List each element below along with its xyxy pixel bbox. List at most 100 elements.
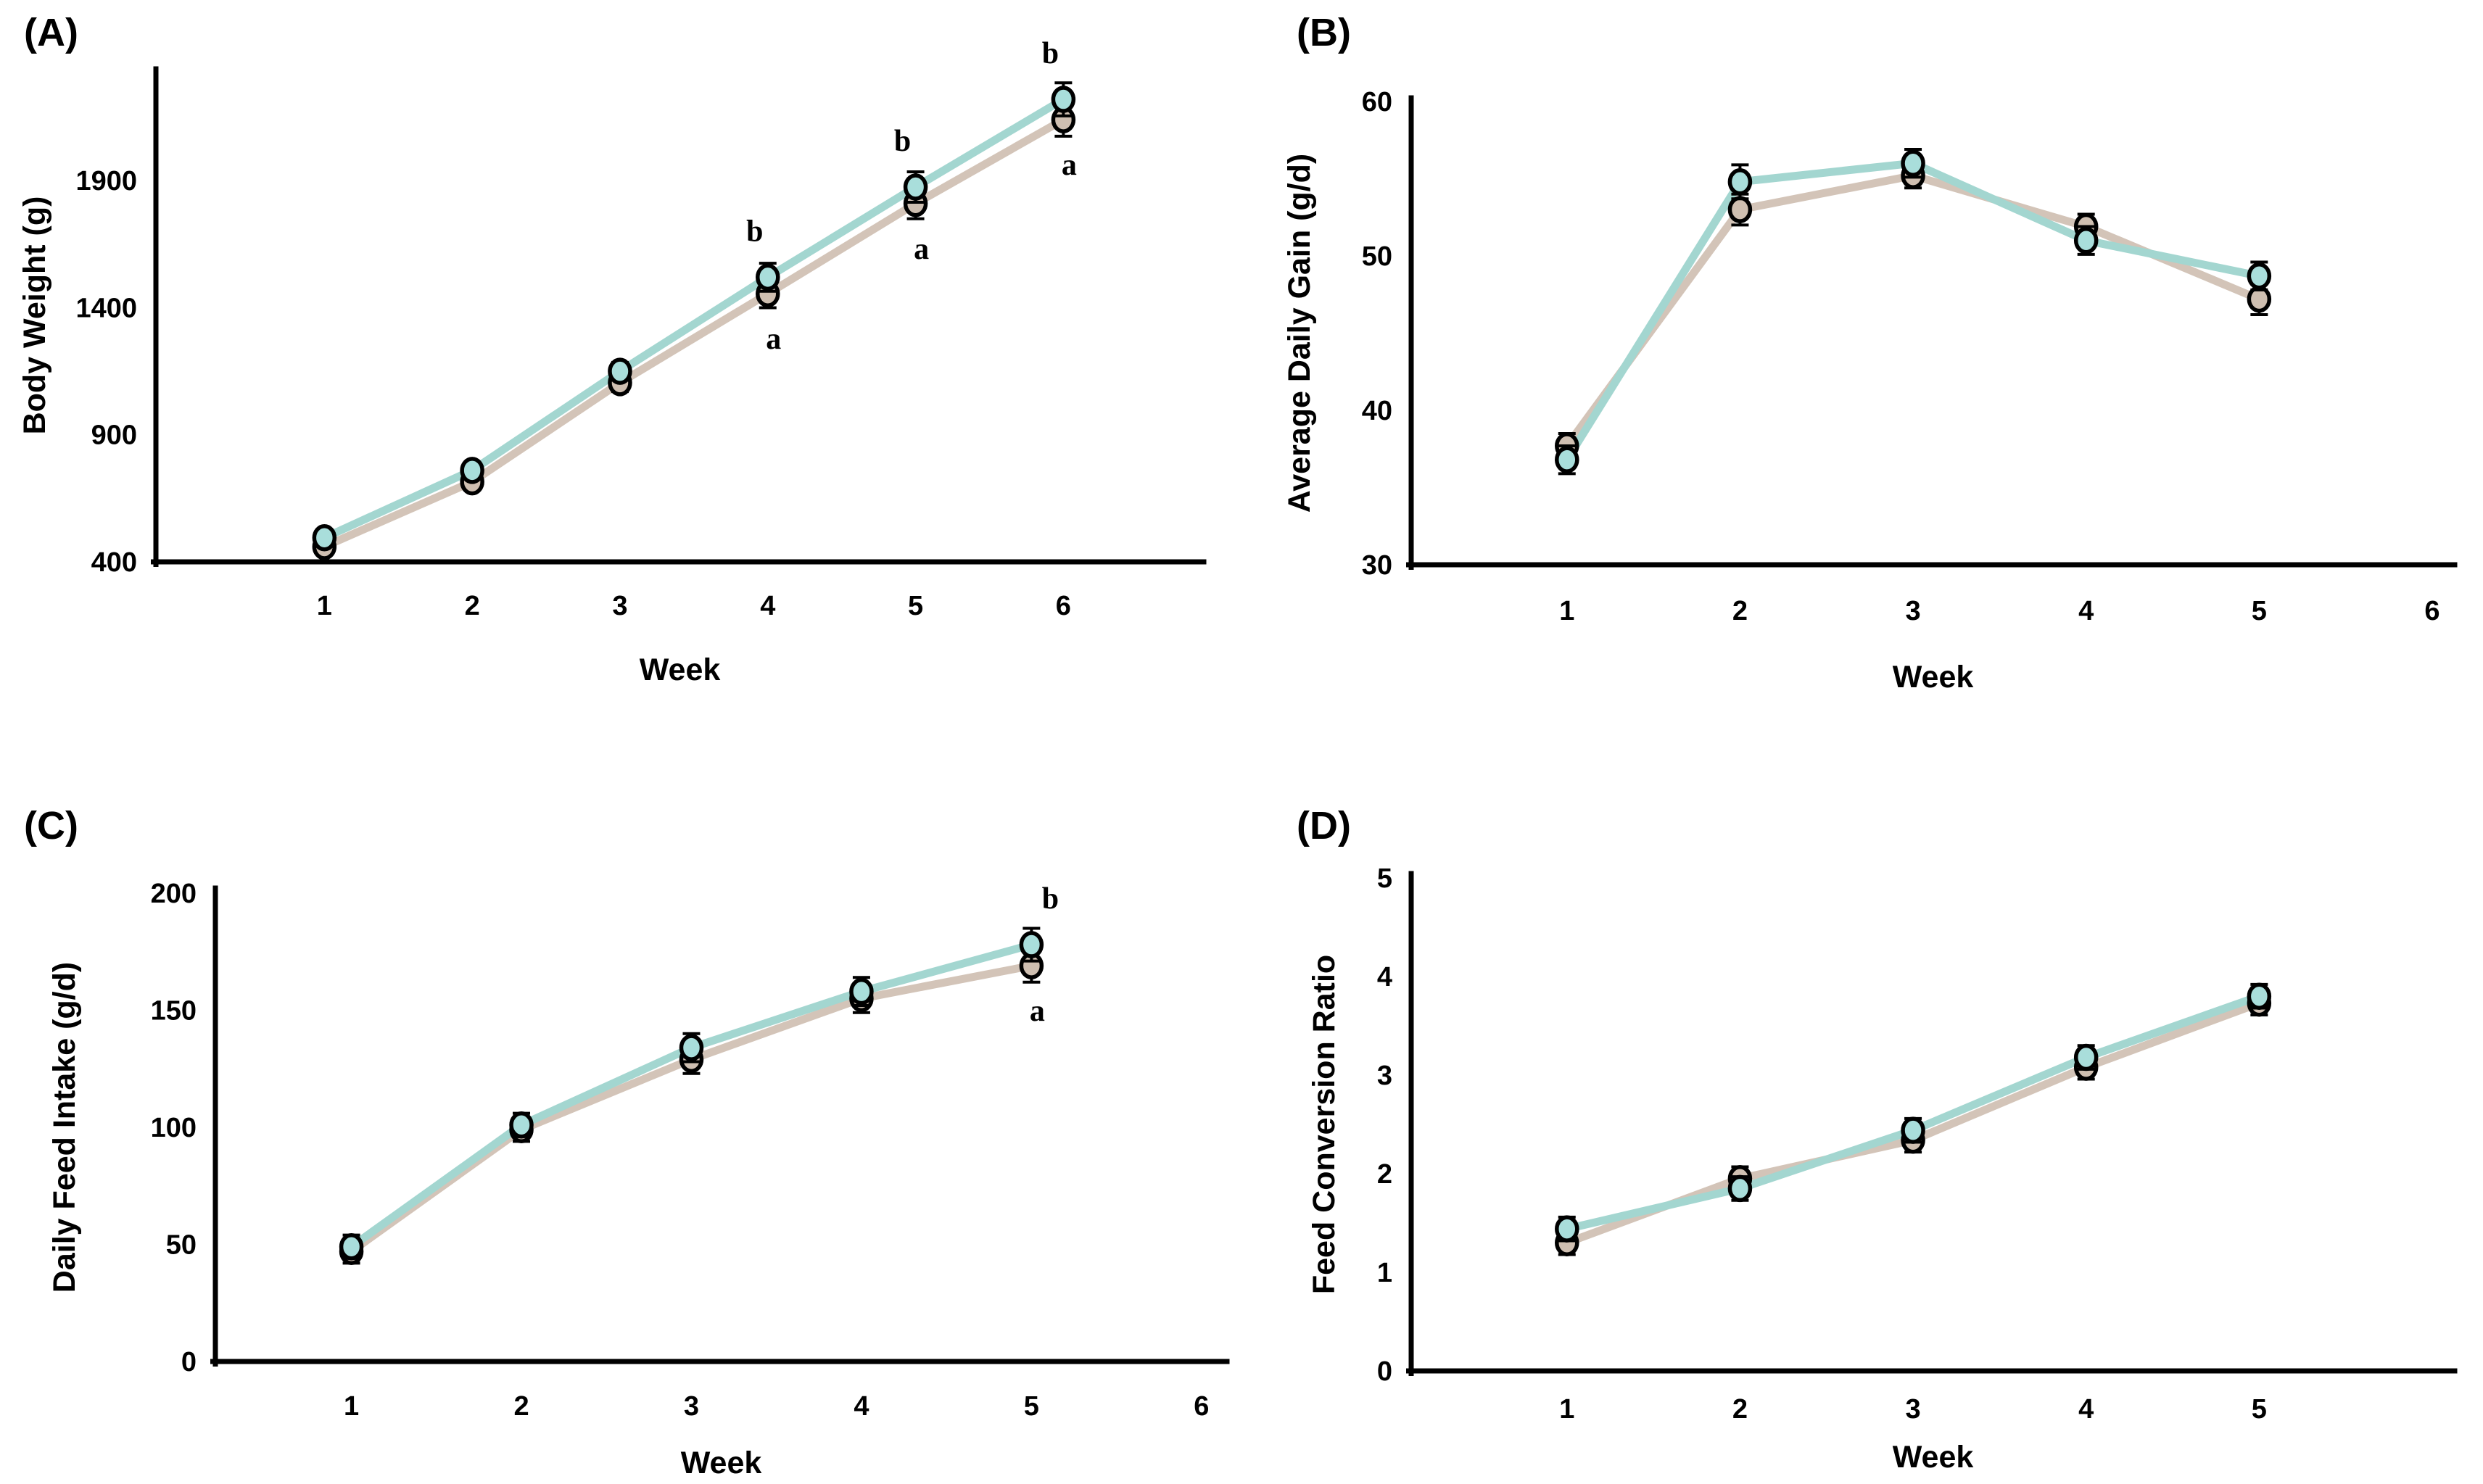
data-point-marker bbox=[509, 1111, 534, 1139]
y-tick-label: 50 bbox=[166, 1230, 197, 1261]
y-tick-label: 150 bbox=[151, 996, 197, 1027]
y-axis-title: Average Daily Gain (g/d) bbox=[1282, 154, 1317, 513]
x-tick-label: 3 bbox=[684, 1391, 699, 1422]
y-axis-title: Body Weight (g) bbox=[17, 196, 52, 435]
y-tick-label: 60 bbox=[1362, 87, 1392, 117]
series-line-teal bbox=[347, 940, 1036, 1251]
data-point-marker bbox=[1901, 149, 1925, 177]
data-point-marker bbox=[1555, 446, 1579, 473]
y-tick-label: 0 bbox=[181, 1347, 197, 1377]
y-tick-label: 100 bbox=[151, 1113, 197, 1143]
y-tick-label: 1900 bbox=[75, 166, 137, 196]
x-axis-title: Week bbox=[1893, 660, 1974, 695]
significance-letter: b bbox=[1042, 882, 1059, 916]
panel-label-d: (D) bbox=[1297, 804, 1351, 847]
x-tick-label: 1 bbox=[344, 1391, 359, 1422]
x-tick-label: 4 bbox=[2078, 596, 2094, 626]
data-point-marker bbox=[756, 263, 780, 291]
x-tick-label: 1 bbox=[317, 591, 332, 621]
x-axis-title: Week bbox=[1893, 1440, 1974, 1475]
y-tick-label: 400 bbox=[91, 547, 137, 578]
data-point-marker bbox=[1555, 1215, 1579, 1243]
data-point-marker bbox=[1727, 168, 1753, 196]
data-point-marker bbox=[2073, 1043, 2099, 1071]
chart-panel-D: 0 1 2 3 4 5 1 2 3 4 5 Week Feed Conversion Ratio bbox=[1307, 863, 2458, 1475]
x-tick-label: 4 bbox=[2078, 1394, 2094, 1425]
series-line-tan bbox=[1563, 171, 2263, 450]
data-point-marker bbox=[339, 1232, 364, 1261]
chart-panel-A: 400 900 1400 1900 1 2 3 4 5 6 Week Body Weight (g) a… bbox=[17, 37, 1207, 687]
y-tick-label: 50 bbox=[1362, 241, 1392, 272]
significance-letter: a bbox=[766, 323, 781, 356]
x-tick-label: 3 bbox=[1905, 596, 1920, 626]
x-tick-label: 2 bbox=[465, 591, 480, 621]
x-tick-label: 4 bbox=[760, 591, 775, 621]
y-tick-label: 2 bbox=[1377, 1159, 1392, 1190]
x-tick-label: 5 bbox=[2252, 1394, 2267, 1425]
panel-label-c: (C) bbox=[24, 804, 78, 847]
series-points-tan: a bbox=[339, 948, 1045, 1265]
x-tick-label: 2 bbox=[513, 1391, 529, 1422]
series-points-teal: b b b bbox=[312, 37, 1076, 552]
y-tick-label: 40 bbox=[1362, 396, 1392, 426]
data-point-marker bbox=[2247, 262, 2272, 290]
y-tick-label: 30 bbox=[1362, 550, 1392, 581]
significance-letter: b bbox=[1042, 37, 1059, 70]
series-points-teal bbox=[1555, 148, 2272, 476]
x-tick-label: 6 bbox=[1056, 591, 1071, 621]
x-tick-label: 1 bbox=[1559, 1394, 1574, 1425]
y-tick-label: 5 bbox=[1377, 863, 1392, 894]
series-line-teal bbox=[320, 95, 1067, 542]
series-line-tan bbox=[320, 115, 1067, 551]
x-tick-label: 2 bbox=[1732, 596, 1748, 626]
series-points-teal bbox=[1555, 982, 2272, 1243]
significance-letter: a bbox=[914, 233, 929, 266]
x-tick-label: 6 bbox=[1194, 1391, 1209, 1422]
y-tick-label: 900 bbox=[91, 420, 137, 451]
y-axis-title: Feed Conversion Ratio bbox=[1307, 955, 1342, 1294]
data-point-marker bbox=[1051, 86, 1076, 113]
series-points-teal: b bbox=[339, 882, 1059, 1261]
series-line-tan bbox=[347, 961, 1036, 1256]
x-tick-label: 5 bbox=[2252, 596, 2267, 626]
data-point-marker bbox=[1019, 931, 1044, 958]
data-point-marker bbox=[2073, 226, 2099, 254]
x-tick-label: 2 bbox=[1732, 1394, 1748, 1425]
panel-label-a: (A) bbox=[24, 11, 78, 54]
series-line-teal bbox=[1563, 992, 2263, 1233]
chart-panel-C: 0 50 100 150 200 1 2 3 4 5 6 Week Daily Feed Intake … bbox=[47, 879, 1230, 1480]
data-point-marker bbox=[1727, 1174, 1753, 1203]
data-point-marker bbox=[2247, 982, 2272, 1010]
x-tick-label: 3 bbox=[1905, 1394, 1920, 1425]
y-tick-label: 4 bbox=[1377, 962, 1392, 992]
data-point-marker bbox=[312, 523, 337, 552]
significance-letter: a bbox=[1030, 995, 1045, 1028]
y-tick-label: 3 bbox=[1377, 1061, 1392, 1091]
significance-letter: b bbox=[894, 125, 911, 158]
y-tick-label: 200 bbox=[151, 879, 197, 909]
x-axis-title: Week bbox=[681, 1446, 762, 1480]
significance-letter: b bbox=[746, 215, 763, 248]
series-line-teal bbox=[1563, 159, 2263, 464]
data-point-marker bbox=[608, 357, 632, 385]
chart-panel-B: 30 40 50 60 1 2 3 4 5 6 Week Average Daily Gain (g/… bbox=[1282, 87, 2458, 695]
x-tick-label: 5 bbox=[908, 591, 923, 621]
data-point-marker bbox=[679, 1034, 704, 1061]
x-tick-label: 5 bbox=[1024, 1391, 1039, 1422]
x-tick-label: 1 bbox=[1559, 596, 1574, 626]
y-tick-label: 1400 bbox=[75, 293, 137, 323]
data-point-marker bbox=[1727, 196, 1753, 223]
y-tick-label: 1 bbox=[1377, 1258, 1392, 1288]
data-point-marker bbox=[849, 977, 874, 1006]
data-point-marker bbox=[460, 457, 484, 484]
y-axis-title: Daily Feed Intake (g/d) bbox=[47, 962, 82, 1293]
x-axis-title: Week bbox=[640, 652, 721, 687]
data-point-marker bbox=[1901, 1116, 1925, 1144]
data-point-marker bbox=[903, 173, 928, 201]
x-tick-label: 4 bbox=[854, 1391, 869, 1422]
y-tick-label: 0 bbox=[1377, 1356, 1392, 1387]
significance-letter: a bbox=[1062, 149, 1077, 182]
panel-label-b: (B) bbox=[1297, 11, 1351, 54]
